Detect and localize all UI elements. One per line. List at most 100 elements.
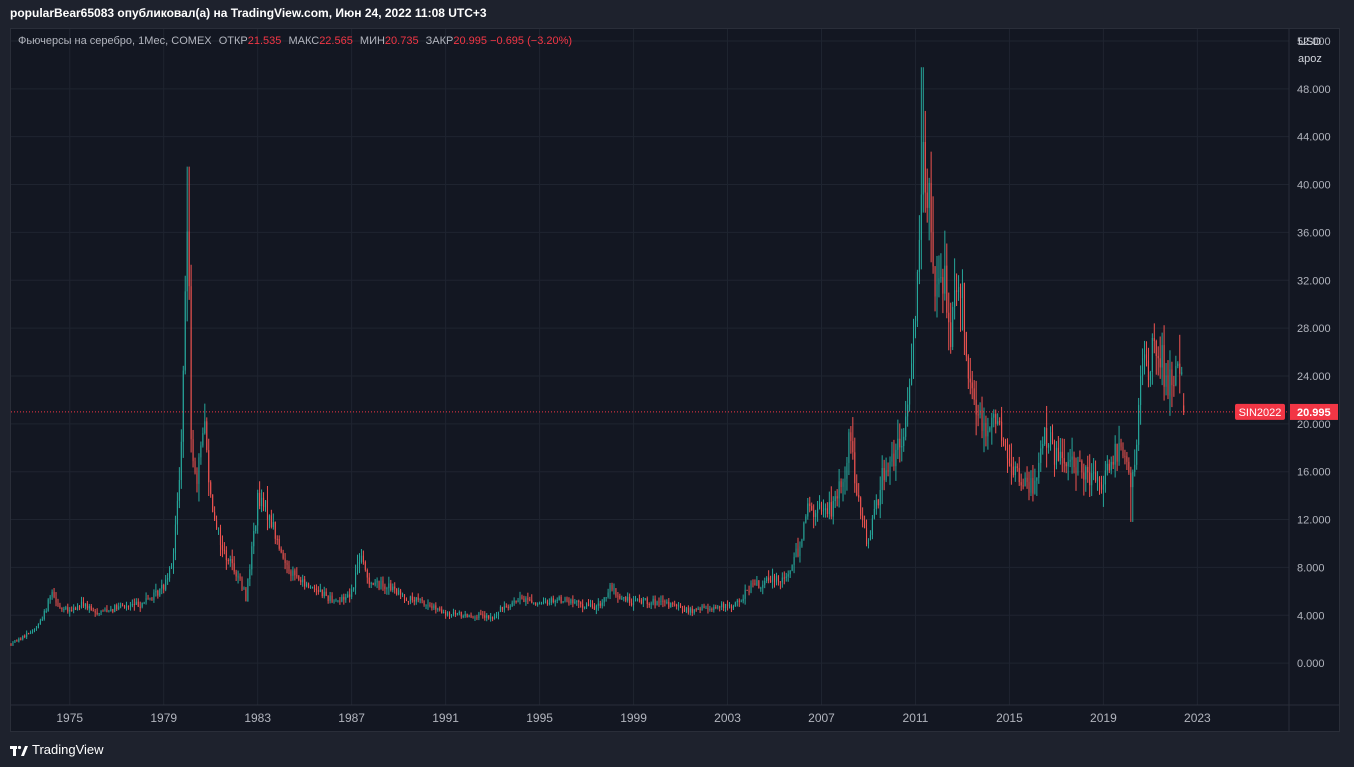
candle-body bbox=[881, 468, 883, 490]
candle bbox=[1046, 405, 1048, 468]
candle-body bbox=[558, 596, 560, 600]
candle bbox=[452, 608, 454, 617]
chart-frame[interactable] bbox=[10, 28, 1340, 732]
candle-body bbox=[599, 603, 601, 606]
candle bbox=[124, 604, 126, 609]
candle-body bbox=[112, 609, 114, 612]
candle bbox=[37, 623, 39, 629]
candle bbox=[400, 588, 402, 600]
candle bbox=[31, 629, 34, 634]
candle-body bbox=[229, 559, 231, 562]
candle-body bbox=[356, 564, 359, 573]
candle bbox=[263, 492, 265, 512]
candle-body bbox=[709, 608, 711, 610]
candle bbox=[374, 579, 376, 587]
candle-body bbox=[161, 585, 163, 589]
candle-body bbox=[427, 604, 429, 606]
candle bbox=[331, 592, 333, 604]
candle bbox=[860, 496, 862, 520]
candle bbox=[1004, 438, 1007, 451]
candle bbox=[343, 593, 345, 605]
candle-body bbox=[875, 499, 877, 509]
axis-currency[interactable]: USD apoz bbox=[1298, 34, 1322, 68]
candle-body bbox=[1167, 375, 1169, 396]
x-tick-label: 2015 bbox=[996, 711, 1023, 725]
candle-body bbox=[1106, 463, 1108, 471]
candle bbox=[971, 370, 973, 400]
candle bbox=[1165, 363, 1167, 396]
candle-body bbox=[854, 452, 856, 484]
candle bbox=[1053, 439, 1056, 477]
candle bbox=[433, 603, 435, 610]
candle-body bbox=[143, 602, 145, 604]
candle-body bbox=[507, 606, 509, 608]
candle-body bbox=[922, 141, 924, 195]
candle bbox=[887, 462, 889, 477]
x-tick-label: 1995 bbox=[526, 711, 553, 725]
candle-body bbox=[961, 282, 963, 299]
candle-body bbox=[685, 607, 687, 612]
candle-body bbox=[482, 614, 484, 616]
candle bbox=[1089, 454, 1091, 497]
candle bbox=[170, 563, 173, 569]
candle-body bbox=[781, 577, 783, 583]
candle-body bbox=[668, 601, 670, 608]
candle-body bbox=[49, 596, 51, 600]
candle-body bbox=[916, 271, 918, 322]
candle bbox=[646, 596, 648, 609]
candle bbox=[24, 634, 26, 639]
candle bbox=[1085, 465, 1087, 492]
candle-body bbox=[192, 439, 194, 462]
candle bbox=[472, 615, 474, 619]
candle bbox=[499, 605, 501, 613]
candle-body bbox=[172, 553, 175, 566]
candle-body bbox=[627, 596, 629, 601]
candle-body bbox=[1020, 482, 1022, 486]
candle-body bbox=[180, 441, 182, 480]
candle bbox=[746, 589, 748, 591]
candle-body bbox=[619, 596, 621, 599]
candle bbox=[245, 586, 247, 602]
candle-body bbox=[846, 462, 848, 479]
candle bbox=[257, 489, 259, 534]
candle-body bbox=[84, 603, 86, 607]
candle bbox=[689, 606, 691, 616]
candle-body bbox=[513, 600, 515, 603]
candle bbox=[1006, 438, 1009, 473]
candle-body bbox=[883, 468, 885, 481]
candle bbox=[1083, 463, 1085, 496]
candle bbox=[282, 549, 284, 560]
candle bbox=[1059, 438, 1061, 465]
candle-body bbox=[78, 605, 81, 608]
candle-body bbox=[732, 606, 734, 609]
candle bbox=[1167, 360, 1169, 400]
y-tick-label: 24.000 bbox=[1297, 371, 1331, 383]
candle bbox=[768, 570, 770, 584]
candle-body bbox=[386, 588, 388, 590]
candle-body bbox=[1057, 447, 1059, 461]
candle bbox=[1175, 355, 1177, 387]
candle bbox=[122, 603, 124, 607]
candle-body bbox=[402, 594, 404, 596]
candle bbox=[587, 599, 590, 607]
candle-body bbox=[374, 582, 376, 585]
candle-body bbox=[773, 575, 776, 583]
candle bbox=[1177, 361, 1179, 369]
candle bbox=[33, 628, 36, 633]
candle-body bbox=[650, 603, 652, 605]
candle-body bbox=[607, 592, 609, 598]
candle bbox=[535, 602, 537, 606]
candle-body bbox=[104, 609, 106, 611]
candle bbox=[1069, 448, 1071, 468]
candle bbox=[253, 522, 255, 555]
candle-body bbox=[803, 522, 805, 540]
candle bbox=[629, 593, 631, 606]
y-tick-label: 40.000 bbox=[1297, 180, 1331, 192]
candle bbox=[721, 601, 723, 611]
candle bbox=[212, 494, 214, 513]
candle bbox=[601, 599, 603, 609]
candle-body bbox=[456, 613, 458, 615]
candle bbox=[22, 635, 24, 641]
candle-body bbox=[376, 580, 378, 583]
